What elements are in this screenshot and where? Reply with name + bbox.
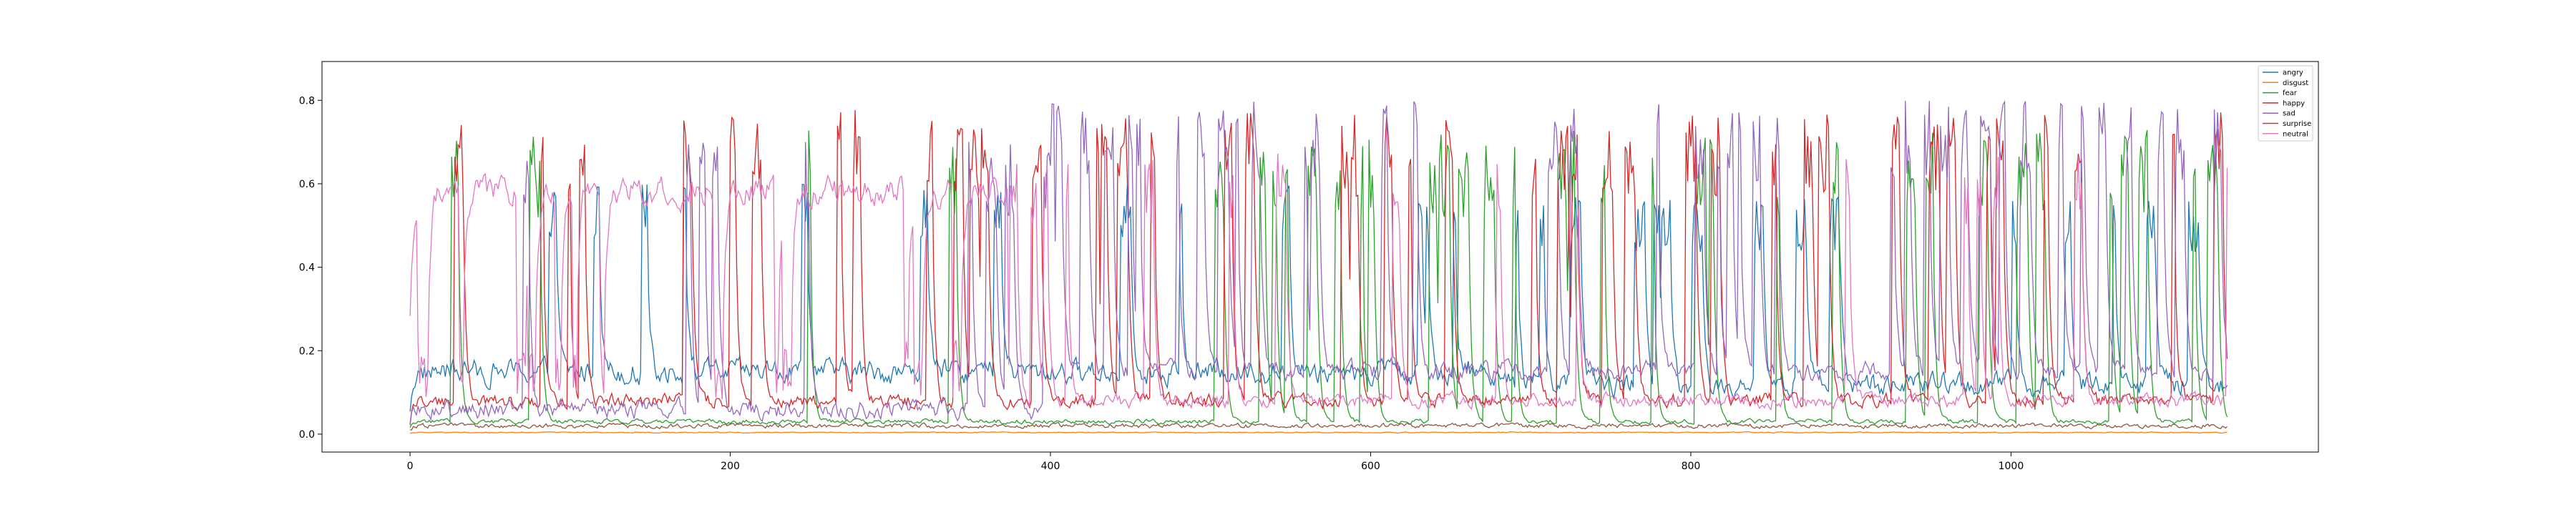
plot-area [322, 62, 2318, 452]
x-tick-label: 800 [1682, 461, 1701, 472]
legend-label-neutral: neutral [2283, 130, 2308, 138]
legend-label-angry: angry [2283, 69, 2303, 77]
y-tick-label: 0.6 [299, 179, 315, 190]
series-line-angry [409, 183, 2228, 412]
y-tick-label: 0.2 [299, 345, 315, 357]
x-axis: 0 200 400 600 800 1000 [407, 452, 2024, 472]
legend-label-disgust: disgust [2283, 79, 2308, 87]
series-layer [409, 99, 2228, 434]
legend-label-sad: sad [2283, 110, 2296, 118]
series-line-disgust [409, 431, 2228, 434]
series-line-neutral [409, 153, 2228, 411]
x-tick-label: 0 [407, 461, 414, 472]
y-axis: 0.0 0.2 0.4 0.6 0.8 [299, 95, 322, 441]
y-tick-label: 0.0 [299, 429, 315, 441]
legend-label-fear: fear [2283, 89, 2298, 97]
legend-label-happy: happy [2283, 99, 2305, 107]
x-tick-label: 1000 [1999, 461, 2024, 472]
y-tick-label: 0.4 [299, 263, 315, 274]
legend: angry disgust fear happy sad surprise neutral [2258, 65, 2313, 142]
x-tick-label: 400 [1041, 461, 1060, 472]
series-line-surprise [410, 421, 2228, 431]
legend-label-surprise: surprise [2283, 120, 2311, 128]
plot-frame [321, 61, 2319, 453]
legend-box [2258, 65, 2313, 142]
series-line-fear [409, 129, 2228, 428]
x-tick-label: 600 [1361, 461, 1380, 472]
y-tick-label: 0.8 [299, 95, 315, 107]
series-line-sad [409, 99, 2228, 426]
x-tick-label: 200 [721, 461, 740, 472]
